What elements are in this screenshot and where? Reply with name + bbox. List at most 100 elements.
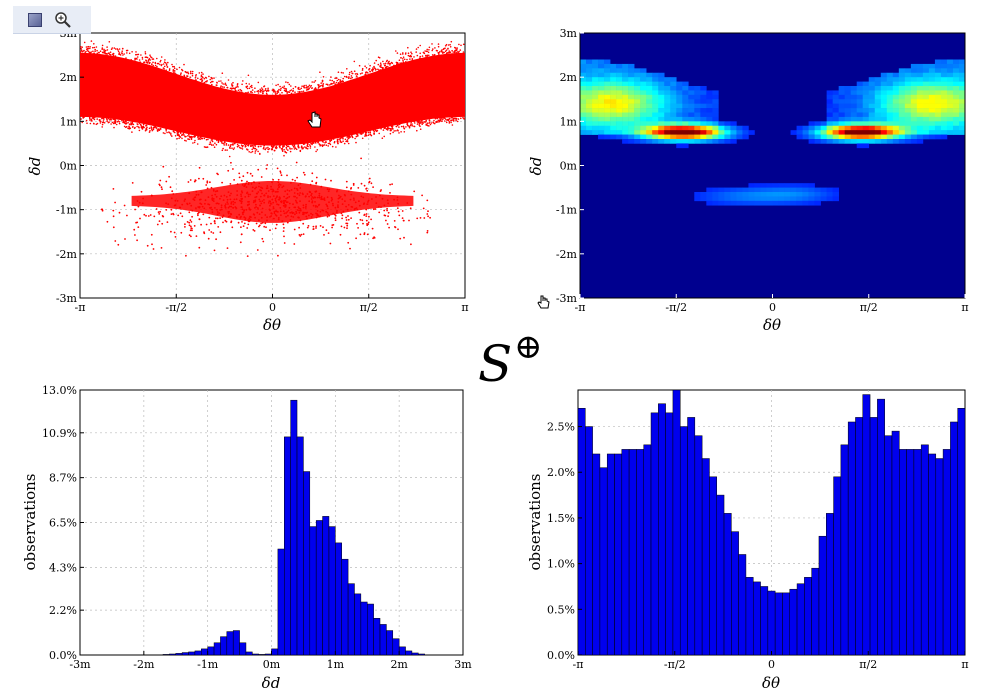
scatter-point: [417, 46, 420, 49]
scatter-point: [101, 209, 104, 212]
scatter-point: [189, 179, 192, 181]
heatmap-cell: [946, 68, 954, 74]
scatter-point: [307, 145, 309, 148]
scatter-point: [241, 91, 243, 93]
scatter-point: [430, 122, 433, 124]
scatter-point: [328, 142, 331, 144]
scatter-point: [285, 201, 288, 204]
heatmap-cell: [664, 112, 671, 118]
scatter-point: [162, 165, 165, 168]
hand-cursor-icon: [307, 111, 322, 128]
scatter-point: [363, 232, 366, 234]
scatter-point: [167, 203, 170, 206]
scatter-point: [206, 180, 209, 183]
histogram-distance[interactable]: -3m -2m -1m 0m 1m 2m 3m0.0%2.2%4.3%6.5%8.7%10.…: [21, 384, 472, 690]
scatter-point: [125, 57, 127, 59]
heatmap-cell: [826, 108, 833, 113]
heatmap-cell: [712, 139, 719, 144]
heatmap-cell: [700, 130, 707, 135]
scatter-point: [137, 53, 140, 56]
scatter-point: [298, 209, 301, 212]
heatmap-cell: [910, 121, 918, 127]
scatter-point: [334, 219, 337, 222]
scatter-point: [186, 202, 189, 205]
scatter-point: [285, 148, 288, 150]
scatter-point: [419, 125, 421, 128]
scatter-point: [414, 122, 416, 124]
heatmap-cell: [868, 103, 876, 109]
scatter-point: [177, 214, 180, 217]
scatter-point: [103, 122, 106, 124]
y-tick-label: 3m: [560, 27, 578, 40]
heatmap-cell: [658, 112, 665, 118]
heatmap-cell: [622, 108, 629, 113]
scatter-point: [298, 226, 300, 229]
scatter-point: [305, 205, 307, 208]
scatter-point: [206, 187, 209, 190]
x-tick-label: π/2: [360, 301, 378, 314]
scatter-point: [232, 168, 234, 170]
scatter-point: [344, 138, 347, 141]
scatter-point: [232, 87, 234, 89]
heatmap-cell: [844, 103, 852, 109]
scatter-point: [393, 130, 396, 132]
heatmap-cell: [640, 81, 647, 87]
scatter-point: [221, 181, 224, 184]
heatmap-cell: [808, 196, 815, 202]
scatter-point: [247, 144, 250, 147]
scatter-point: [302, 171, 305, 174]
scatter-point: [367, 134, 370, 136]
heatmap-cell: [724, 125, 731, 131]
scatter-point: [134, 208, 137, 211]
scatter-point: [277, 83, 279, 86]
scatter-point: [451, 49, 453, 52]
heatmap-cell: [592, 63, 599, 69]
heatmap-cell: [898, 112, 906, 118]
heatmap-cell: [616, 103, 623, 109]
scatter-point: [156, 130, 159, 132]
scatter-point: [439, 50, 441, 53]
scatter-point: [286, 193, 289, 196]
heatmap-cell: [940, 90, 948, 96]
scatter-point: [343, 142, 346, 145]
scatter-point: [421, 55, 424, 57]
select-rect-button[interactable]: [25, 10, 45, 30]
scatter-point: [223, 141, 226, 143]
heatmap-cell: [928, 72, 936, 78]
scatter-point: [334, 214, 337, 217]
scatter-point: [305, 84, 307, 87]
scatter-point: [389, 64, 391, 66]
scatter-point: [188, 133, 190, 136]
scatter-point: [373, 133, 375, 135]
heatmap-cell: [634, 86, 641, 91]
scatter-point: [188, 224, 191, 227]
scatter-point: [161, 188, 163, 191]
zoom-button[interactable]: [53, 10, 73, 30]
heatmap-cell: [706, 192, 713, 197]
scatter-point: [290, 189, 293, 191]
heatmap-cell: [874, 108, 882, 113]
y-tick-label: -2m: [556, 248, 578, 261]
scatter-point: [91, 120, 93, 122]
heatmap-cell: [958, 108, 965, 113]
scatter-point: [111, 47, 114, 49]
heatmap-cell: [622, 130, 629, 135]
scatter-point: [133, 127, 136, 129]
scatter-point: [308, 214, 310, 217]
scatter-point: [251, 86, 253, 89]
heatmap-cell: [796, 187, 803, 193]
heatmap-cell: [628, 81, 635, 87]
scatter-point: [210, 222, 212, 225]
scatter-point: [406, 124, 409, 126]
heatmap-cell: [844, 125, 852, 131]
scatter-point: [289, 89, 292, 92]
scatter-point: [170, 132, 172, 135]
scatter-point: [397, 228, 399, 231]
scatter-point: [227, 206, 230, 209]
heatmap-cell: [838, 99, 845, 104]
scatter-point: [135, 53, 137, 56]
histogram-angle[interactable]: -π -π/2 0 π/2 π0.0%0.5%1.0%1.5%2.0%2.5% δθ o…: [526, 389, 969, 690]
heatmap-cell: [934, 108, 942, 113]
